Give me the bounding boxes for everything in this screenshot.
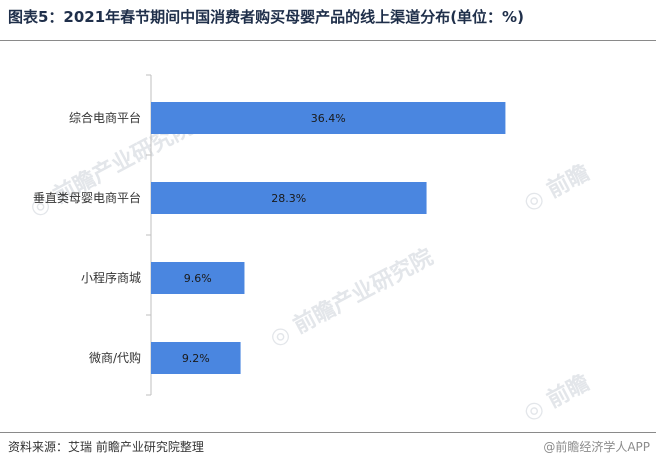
- source-label: 资料来源：: [8, 440, 69, 454]
- source-text: 艾瑞 前瞻产业研究院整理: [68, 440, 204, 454]
- data-label: 9.2%: [182, 352, 210, 365]
- category-label: 垂直类母婴电商平台: [33, 190, 141, 205]
- category-label: 综合电商平台: [69, 110, 141, 125]
- category-label: 微商/代购: [89, 350, 141, 365]
- category-label: 小程序商城: [81, 270, 141, 285]
- chart-title: 图表5：2021年春节期间中国消费者购买母婴产品的线上渠道分布(单位：%): [8, 8, 524, 26]
- bar: [151, 342, 241, 374]
- watermark-credit: @前瞻经济学人APP: [543, 440, 650, 454]
- data-label: 28.3%: [271, 192, 306, 205]
- bar: [151, 182, 427, 214]
- data-label: 36.4%: [311, 112, 346, 125]
- source-note: 资料来源：艾瑞 前瞻产业研究院整理: [8, 438, 204, 455]
- source-divider: [0, 432, 656, 433]
- title-divider: [0, 40, 656, 41]
- bar: [151, 262, 245, 294]
- bar: [151, 102, 506, 134]
- data-label: 9.6%: [184, 272, 212, 285]
